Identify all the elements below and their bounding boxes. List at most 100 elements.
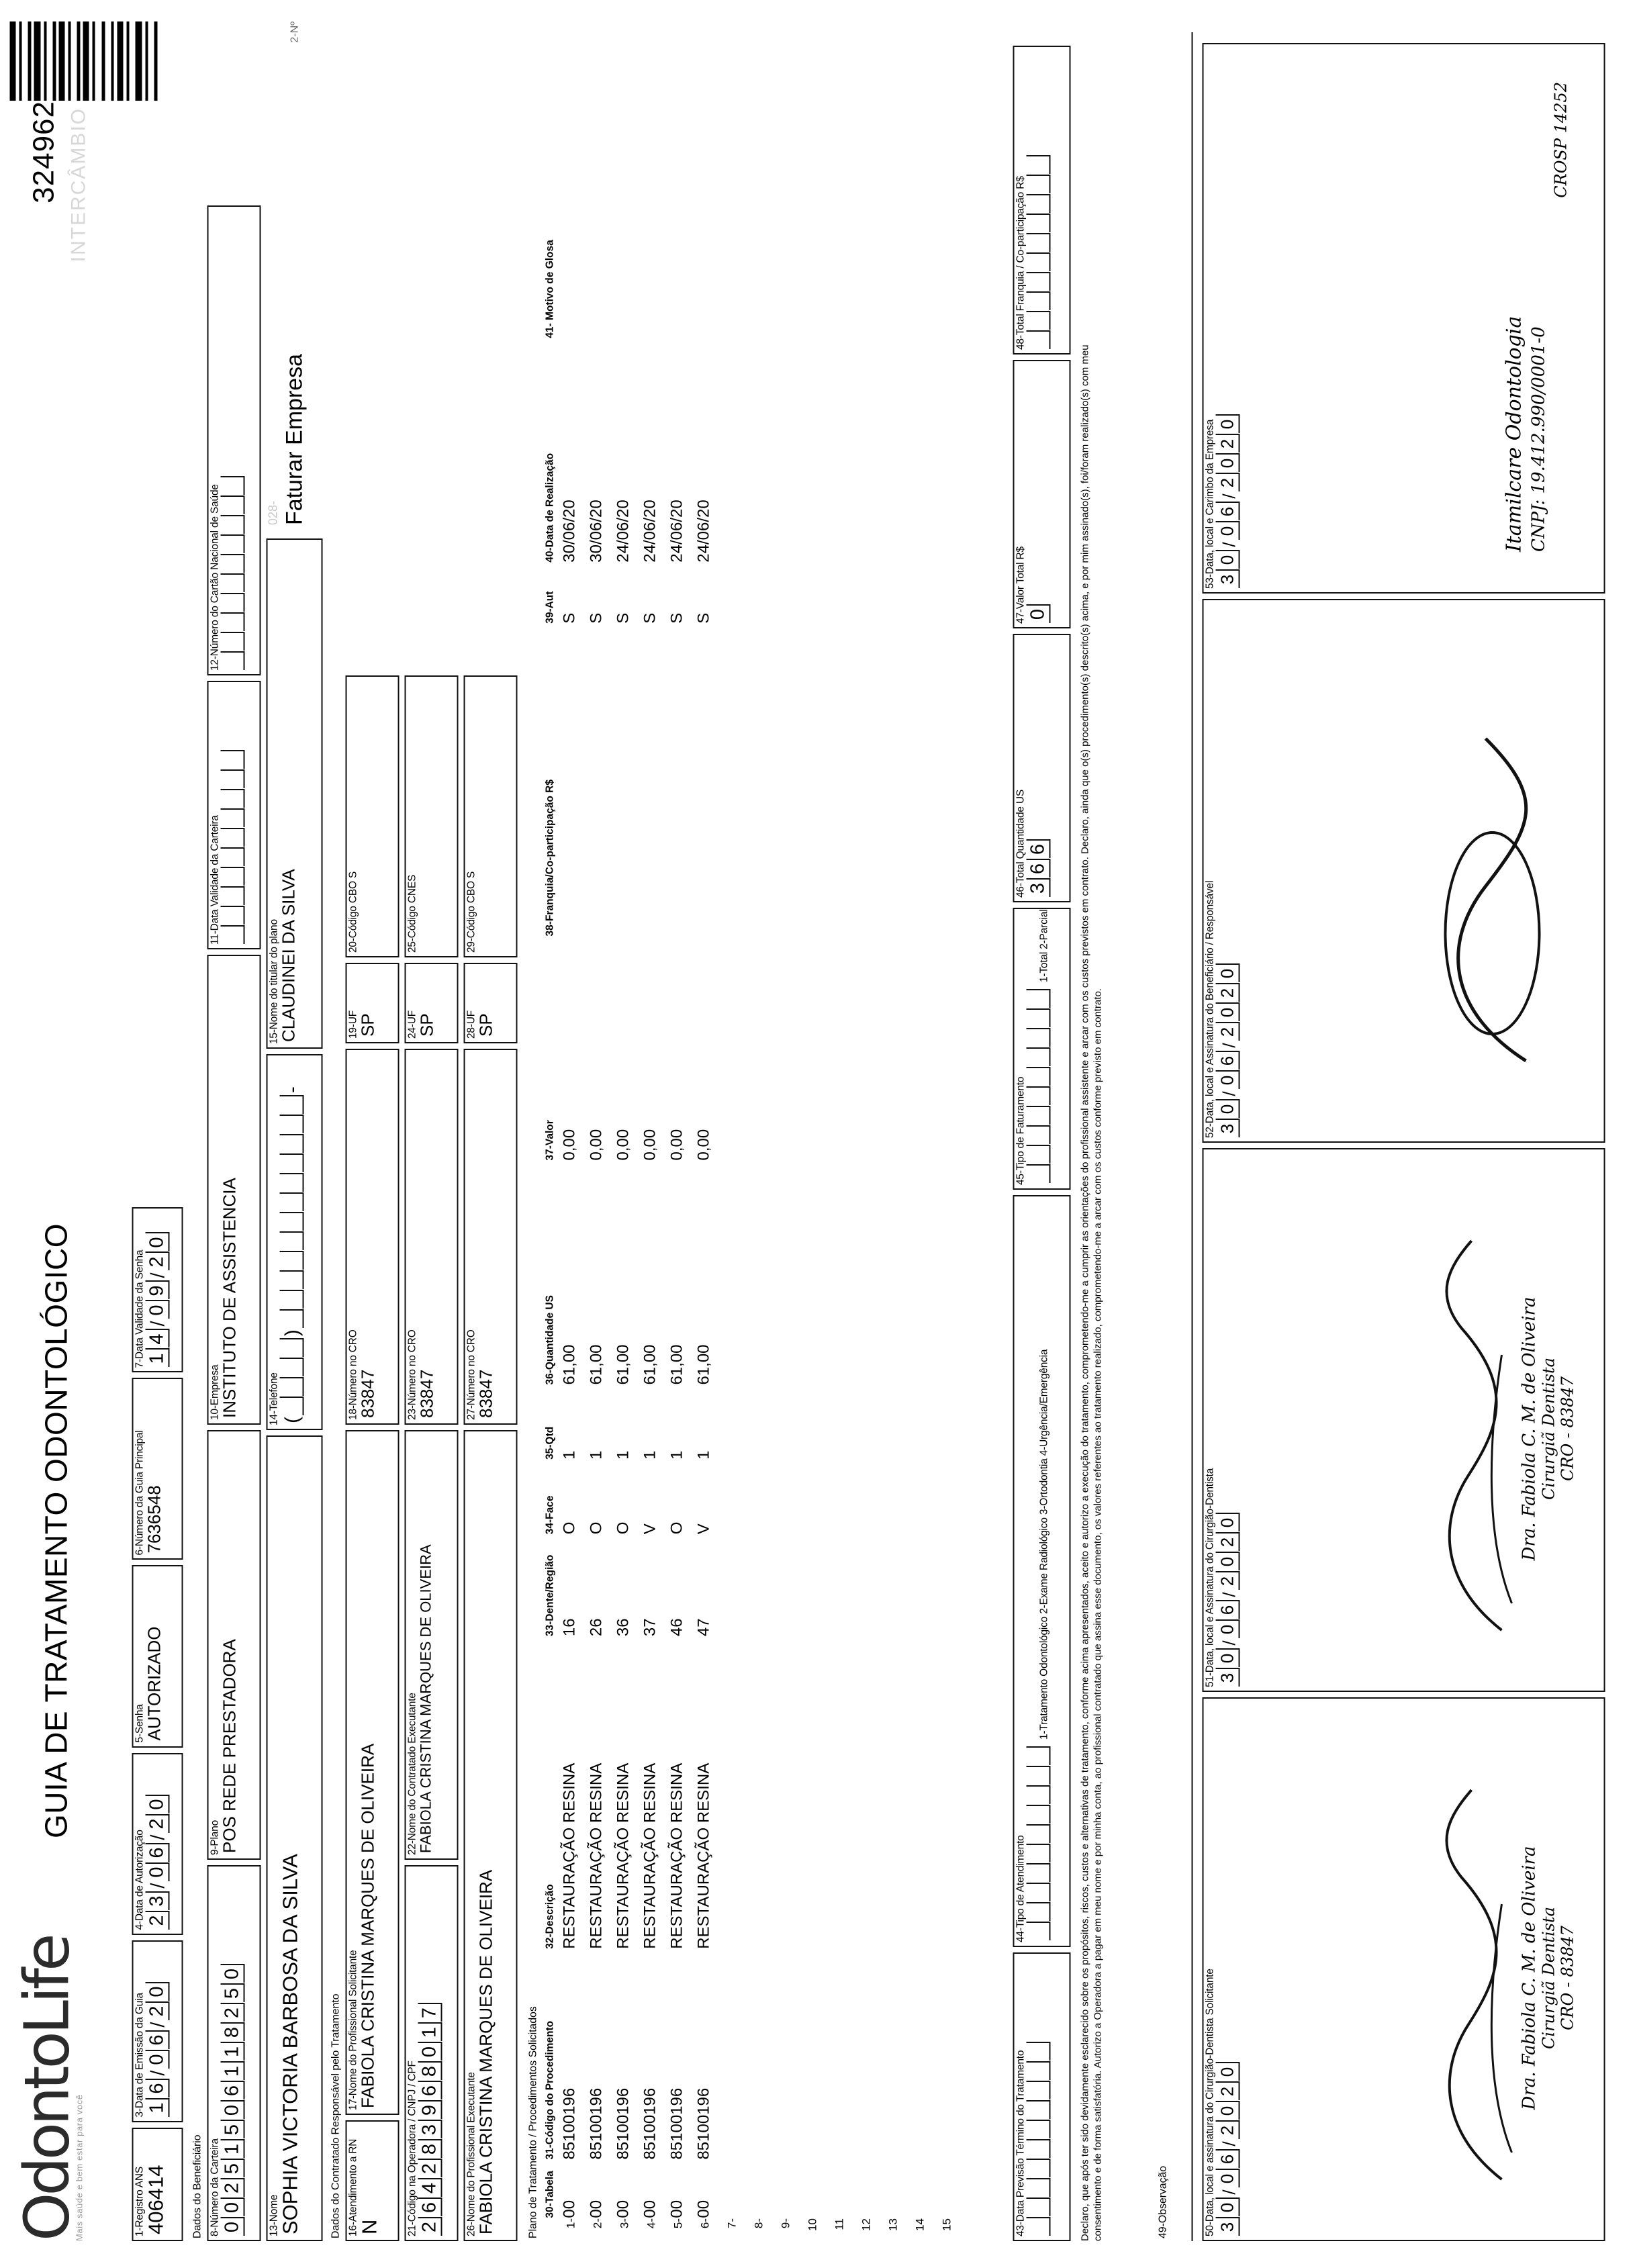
cell-franquia [798,624,825,937]
field-numero-guia-principal-label: 6-Número da Guia Principal [134,1430,145,1556]
cell-data [905,338,932,563]
cell-us: 61,00 [587,1344,605,1385]
field-data-validade-carteira-label: 11-Data Validade da Carteira [209,815,220,945]
cell-qtd [851,1385,878,1460]
row-index: 5- [671,2218,684,2229]
cell-qtd [717,1385,744,1460]
cell-valor: 0,00 [614,1129,632,1161]
cell-us [878,1161,905,1385]
cell-qtd [825,1385,851,1460]
field-nome-contratado-executante-value: FABIOLA CRISTINA MARQUES DE OLIVEIRA [416,1544,434,1853]
procedures-table-header-row: 30-Tabela 31-Código do Procedimento 32-D… [544,32,556,2241]
field-numero-cro-profissional-executante-label: 27-Número no CRO [465,1329,477,1420]
cell-face: O [560,1521,578,1535]
cell-descricao [798,1636,825,1949]
table-row: 5- 00 85100196 RESTAURAÇÃO RESINA 46 O 1 61,00 0… [663,32,690,2241]
field-total-franquia: 48-Total Franquia / Co-participação R$ [1013,46,1070,355]
field-nome-contratado-executante: 22-Nome do Contratado Executante FABIOLA… [404,1430,458,1860]
field-uf-solicitante-value: SP [357,1013,377,1037]
cell-dente [717,1534,744,1636]
cell-tabela: 00 [641,2200,659,2218]
field-data-validade-carteira: 11-Data Validade da Carteira [207,681,261,949]
cell-dente [905,1534,932,1636]
cell-descricao: RESTAURAÇÃO RESINA [587,1762,605,1949]
cell-face [744,1460,771,1534]
cell-face [798,1460,825,1534]
cell-dente [932,1534,959,1636]
col-descricao: 32-Descrição [544,1884,555,1949]
cell-glosa [690,32,717,338]
cell-franquia [690,624,717,937]
row-index: 13 [886,2218,899,2231]
cell-descricao: RESTAURAÇÃO RESINA [614,1762,632,1949]
signature-scribble-icon [1444,737,1540,1063]
field-nome-beneficiario: 13-Nome SOPHIA VICTORIA BARBOSA DA SILVA [266,1435,322,2241]
cell-data: 24/06/20 [614,500,632,563]
cell-aut [851,563,878,624]
cell-glosa [825,32,851,338]
field-senha-value: AUTORIZADO [143,1626,164,1741]
field-nome-titular: 15-Nome do titular do plano CLAUDINEI DA… [266,538,322,1049]
cell-dente: 47 [694,1618,712,1637]
signature-executante-cro: CRO - 83847 [1558,1376,1577,1481]
row-index: 1- [564,2218,577,2229]
cell-face [771,1460,798,1534]
field-nome-profissional-solicitante-value: FABIOLA CRISTINA MARQUES DE OLIVEIRA [357,1743,377,2108]
field-assinatura-executante-label: 51-Data, local e Assinatura do Cirurgião… [1204,1468,1215,1687]
row-index: 9- [779,2218,792,2229]
field-uf-executante: 24-UF SP [404,963,458,1043]
cell-descricao: RESTAURAÇÃO RESINA [694,1762,712,1949]
cell-glosa [583,32,610,338]
field-observacao-value [1171,32,1193,2241]
field-cartao-nacional-saude: 12-Número do Cartão Nacional de Saúde [207,205,261,675]
cell-tabela [717,2160,744,2218]
row-index: 4- [645,2218,657,2229]
cell-aut: S [667,612,686,624]
cell-us: 61,00 [641,1344,659,1385]
cell-codigo: 85100196 [614,2087,632,2160]
cell-tabela: 00 [694,2200,712,2218]
field-data-validade-senha-value: 1 4/0 9/2 0 [144,1209,171,1371]
field-nome-profissional-executante: 26-Nome do Profissional Executante FABIO… [463,1430,517,2241]
cell-franquia [878,624,905,937]
field-assinatura-solicitante-date: 3 0/0 6/2 0 2 0 [1215,1699,1242,2240]
row-index: 8- [752,2218,765,2229]
cell-descricao [878,1636,905,1949]
table-row: 4- 00 85100196 RESTAURAÇÃO RESINA 37 V 1 61,00 0… [637,32,663,2241]
cell-valor [905,936,932,1160]
cell-qtd [878,1385,905,1460]
field-tipo-faturamento-value [1025,986,1052,1188]
signature-box-executante: 51-Data, local e Assinatura do Cirurgião… [1202,1148,1605,1692]
field-data-emissao: 3-Data de Emissão da Guia 1 6/0 6/2 0 [132,1940,183,2122]
col-quantidade-us: 36-Quantidade US [544,1295,555,1385]
field-uf-executante-value: SP [416,1013,436,1037]
field-uf-profissional-executante-value: SP [475,1013,496,1037]
cell-us [932,1161,959,1385]
row-index: 12 [859,2218,872,2231]
field-observacao-label: 49-Observação [1157,2165,1168,2238]
cell-descricao [771,1636,798,1949]
cell-qtd [905,1385,932,1460]
cell-glosa [610,32,637,338]
col-qtd: 35-Qtd [544,1426,555,1460]
col-valor: 37-Valor [544,1120,555,1161]
col-franquia-coparticipacao: 38-Franquia/Co-participação R$ [544,779,555,937]
cell-codigo [798,1949,825,2160]
cell-descricao: RESTAURAÇÃO RESINA [667,1762,686,1949]
field-numero-guia-principal: 6-Número da Guia Principal 7636548 [132,1378,183,1560]
cell-data [744,338,771,563]
field-codigo-operadora-cnpj-cpf-label: 21-Código na Operadora / CNPJ / CPF [406,2061,418,2236]
table-row: 3- 00 85100196 RESTAURAÇÃO RESINA 36 O 1 61,00 0… [610,32,637,2241]
col-tabela: 30-Tabela [544,2171,555,2218]
cell-glosa [717,32,744,338]
cell-descricao [932,1636,959,1949]
row-assinaturas: 50-Data, local e assinatura do Cirurgião… [1202,32,1605,2241]
field-codigo-cbo-executante-label: 29-Código CBO S [465,871,477,953]
field-nome-profissional-executante-value: FABIOLA CRISTINA MARQUES DE OLIVEIRA [475,1869,496,2234]
row-index: 10 [806,2218,819,2231]
cell-aut [932,563,959,624]
field-numero-cro-solicitante: 18-Número no CRO 83847 [345,1049,399,1425]
